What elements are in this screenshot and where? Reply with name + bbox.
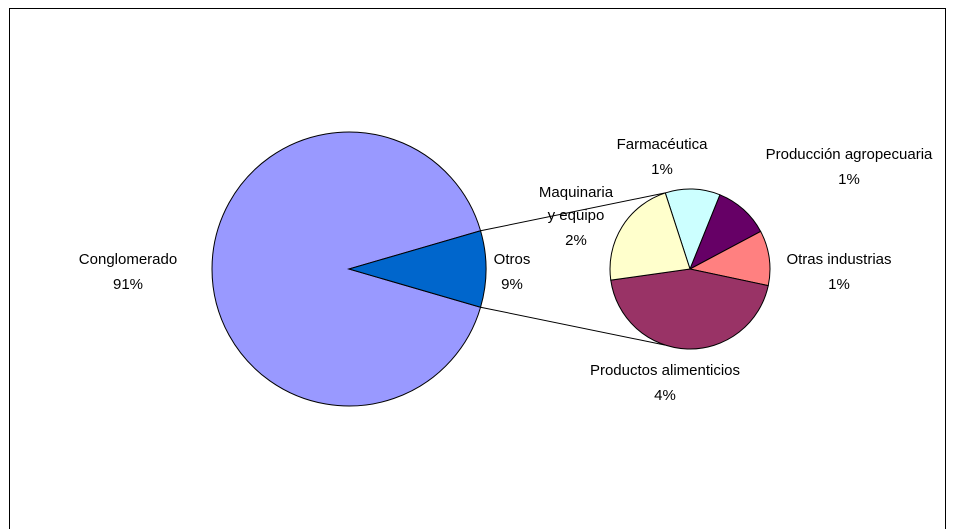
pie-of-pie-chart: Conglomerado 91% Otros 9% Farmacéutica 1… [79, 131, 933, 407]
label-conglomerado-name: Conglomerado [79, 251, 177, 268]
connector-lines [480, 192, 666, 346]
connector-line-bottom [480, 306, 666, 346]
slice-conglomerado [211, 131, 482, 407]
connector-line-top [480, 192, 666, 232]
slice-productos-alimenticios [610, 268, 769, 350]
label-farmaceutica-percent: 1% [651, 161, 673, 178]
secondary-pie [609, 188, 771, 350]
chart-area: Conglomerado 91% Otros 9% Farmacéutica 1… [9, 8, 946, 529]
label-otras-industrias-percent: 1% [828, 276, 850, 293]
main-pie [211, 131, 487, 407]
slice-otros [347, 230, 487, 308]
label-maquinaria-line2: y equipo [548, 207, 605, 224]
label-maquinaria-line1: Maquinaria [539, 184, 614, 201]
label-maquinaria-percent: 2% [565, 232, 587, 249]
label-otros-percent: 9% [501, 276, 523, 293]
label-farmaceutica-name: Farmacéutica [617, 136, 709, 153]
label-produccion-agropecuaria-percent: 1% [838, 171, 860, 188]
label-productos-alimenticios-name: Productos alimenticios [590, 362, 740, 379]
label-produccion-agropecuaria-name: Producción agropecuaria [766, 146, 933, 163]
label-productos-alimenticios-percent: 4% [654, 387, 676, 404]
slice-maquinaria-y-equipo [609, 192, 691, 281]
label-otros-name: Otros [494, 251, 531, 268]
label-otras-industrias-name: Otras industrias [786, 251, 891, 268]
label-conglomerado-percent: 91% [113, 276, 143, 293]
